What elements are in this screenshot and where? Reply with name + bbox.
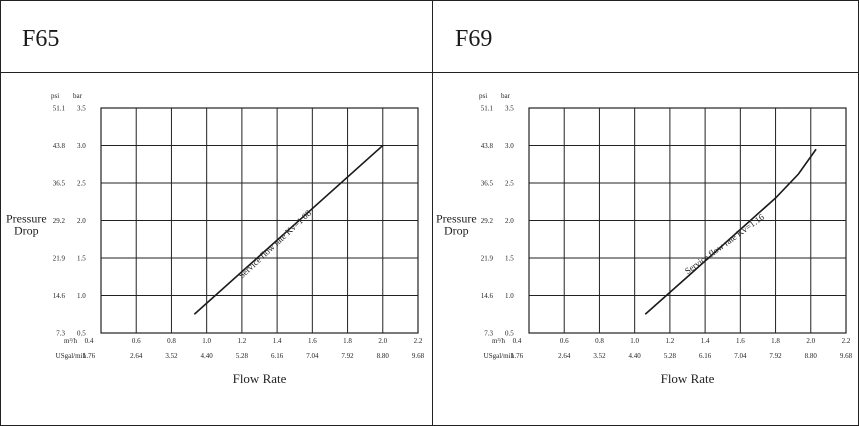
series-line (193, 144, 384, 315)
series-annotation: Service flow rate Kv=1.08 (236, 208, 313, 281)
x-tick-label: 0.4 (85, 337, 94, 345)
y-tick-label-bar: 3.5 (505, 105, 514, 113)
y-tick-label-bar: 1.0 (505, 292, 514, 300)
panel-f65: F65 psi bar 7.3 0.5 14.6 1.0 21.9 1.5 29.2 2.0 36.… (0, 0, 432, 386)
x-tick-label-secondary: 3.52 (593, 352, 606, 360)
x-tick-label-secondary: 7.04 (734, 352, 747, 360)
y-tick-label-psi: 21.9 (481, 255, 494, 263)
x-tick-label: 1.0 (202, 337, 211, 345)
x-tick-label-secondary: 7.04 (306, 352, 319, 360)
x-tick-label: 0.6 (560, 337, 569, 345)
x-tick-label: 1.8 (343, 337, 352, 345)
y-tick-label-psi: 29.2 (53, 217, 66, 225)
panel-divider (432, 0, 433, 426)
x-unit-primary-label: m³/h (492, 337, 505, 345)
x-tick-label: 1.2 (666, 337, 675, 345)
x-tick-label: 0.6 (132, 337, 141, 345)
y-tick-label-bar: 1.5 (77, 255, 86, 263)
y-unit-left-label: psi (479, 92, 487, 100)
chart-f65: psi bar 7.3 0.5 14.6 1.0 21.9 1.5 29.2 2.0 36.5 2.5… (6, 92, 425, 386)
x-tick-label: 1.0 (630, 337, 639, 345)
x-tick-label: 2.0 (378, 337, 387, 345)
x-unit-secondary-label: USgal/mih (56, 352, 87, 360)
x-axis-label: Flow Rate (233, 371, 287, 386)
y-tick-label-bar: 0.5 (505, 330, 514, 338)
y-tick-label-bar: 2.0 (505, 217, 514, 225)
series-annotation: Service flow rate Kv=1.16 (683, 212, 767, 277)
x-tick-label-secondary: 4.40 (629, 352, 642, 360)
y-tick-label-psi: 36.5 (53, 180, 66, 188)
y-axis-label: Pressure (436, 212, 477, 226)
y-axis-label: Drop (444, 224, 469, 238)
x-tick-label-secondary: 1.76 (511, 352, 524, 360)
x-tick-label: 2.2 (842, 337, 851, 345)
x-tick-label-secondary: 9.68 (412, 352, 425, 360)
x-tick-label-secondary: 5.28 (664, 352, 677, 360)
y-tick-label-bar: 1.5 (505, 255, 514, 263)
y-tick-label-psi: 36.5 (481, 180, 494, 188)
x-tick-label-secondary: 9.68 (840, 352, 853, 360)
y-tick-label-bar: 3.5 (77, 105, 86, 113)
x-tick-label-secondary: 2.64 (130, 352, 143, 360)
panel-title: F69 (455, 26, 493, 52)
x-tick-label: 1.6 (736, 337, 745, 345)
y-tick-label-bar: 0.5 (77, 330, 86, 338)
y-tick-label-psi: 7.3 (56, 330, 65, 338)
x-tick-label-secondary: 7.92 (341, 352, 354, 360)
y-unit-right-label: bar (501, 92, 511, 100)
x-tick-label-secondary: 6.16 (271, 352, 284, 360)
x-tick-label: 0.8 (595, 337, 604, 345)
y-tick-label-psi: 21.9 (53, 255, 66, 263)
y-tick-label-bar: 3.0 (77, 142, 86, 150)
x-tick-label-secondary: 5.28 (236, 352, 249, 360)
panel-f69: F69 psi bar 7.3 0.5 14.6 1.0 21.9 1.5 29.2 2.0 36.… (433, 0, 859, 426)
y-tick-label-psi: 7.3 (484, 330, 493, 338)
y-tick-label-bar: 2.5 (505, 180, 514, 188)
series-line (644, 148, 817, 315)
y-tick-label-bar: 3.0 (505, 142, 514, 150)
x-tick-label-secondary: 4.40 (201, 352, 214, 360)
x-unit-secondary-label: USgal/mih (484, 352, 515, 360)
x-tick-label-secondary: 8.80 (377, 352, 390, 360)
x-tick-label-secondary: 2.64 (558, 352, 571, 360)
x-tick-label-secondary: 3.52 (165, 352, 178, 360)
chart-f69: psi bar 7.3 0.5 14.6 1.0 21.9 1.5 29.2 2.0 36.5 2.5… (436, 92, 853, 386)
y-axis-label: Pressure (6, 212, 47, 226)
x-tick-label: 2.2 (414, 337, 423, 345)
x-tick-label-secondary: 7.92 (769, 352, 782, 360)
y-tick-label-psi: 14.6 (53, 292, 66, 300)
y-tick-label-psi: 51.1 (481, 105, 494, 113)
y-tick-label-psi: 29.2 (481, 217, 494, 225)
panel-header: F65 (0, 0, 432, 73)
y-unit-right-label: bar (73, 92, 83, 100)
x-tick-label: 0.4 (513, 337, 522, 345)
x-tick-label: 1.4 (273, 337, 282, 345)
x-tick-label-secondary: 6.16 (699, 352, 712, 360)
x-tick-label: 1.8 (771, 337, 780, 345)
y-tick-label-bar: 2.0 (77, 217, 86, 225)
y-tick-label-psi: 43.8 (481, 142, 494, 150)
x-tick-label-secondary: 8.80 (805, 352, 818, 360)
x-tick-label: 2.0 (806, 337, 815, 345)
x-tick-label: 1.2 (238, 337, 247, 345)
x-tick-label: 1.6 (308, 337, 317, 345)
y-tick-label-bar: 2.5 (77, 180, 86, 188)
x-tick-label: 1.4 (701, 337, 710, 345)
y-tick-label-psi: 43.8 (53, 142, 66, 150)
y-tick-label-psi: 14.6 (481, 292, 494, 300)
x-unit-primary-label: m³/h (64, 337, 77, 345)
plot-frame (100, 107, 419, 334)
panel-title: F65 (22, 26, 60, 52)
y-tick-label-bar: 1.0 (77, 292, 86, 300)
x-axis-label: Flow Rate (661, 371, 715, 386)
y-axis-label: Drop (14, 224, 39, 238)
panel-header: F69 (433, 0, 859, 73)
plot-frame (528, 107, 847, 334)
y-tick-label-psi: 51.1 (53, 105, 66, 113)
x-tick-label-secondary: 1.76 (83, 352, 96, 360)
x-tick-label: 0.8 (167, 337, 176, 345)
y-unit-left-label: psi (51, 92, 59, 100)
